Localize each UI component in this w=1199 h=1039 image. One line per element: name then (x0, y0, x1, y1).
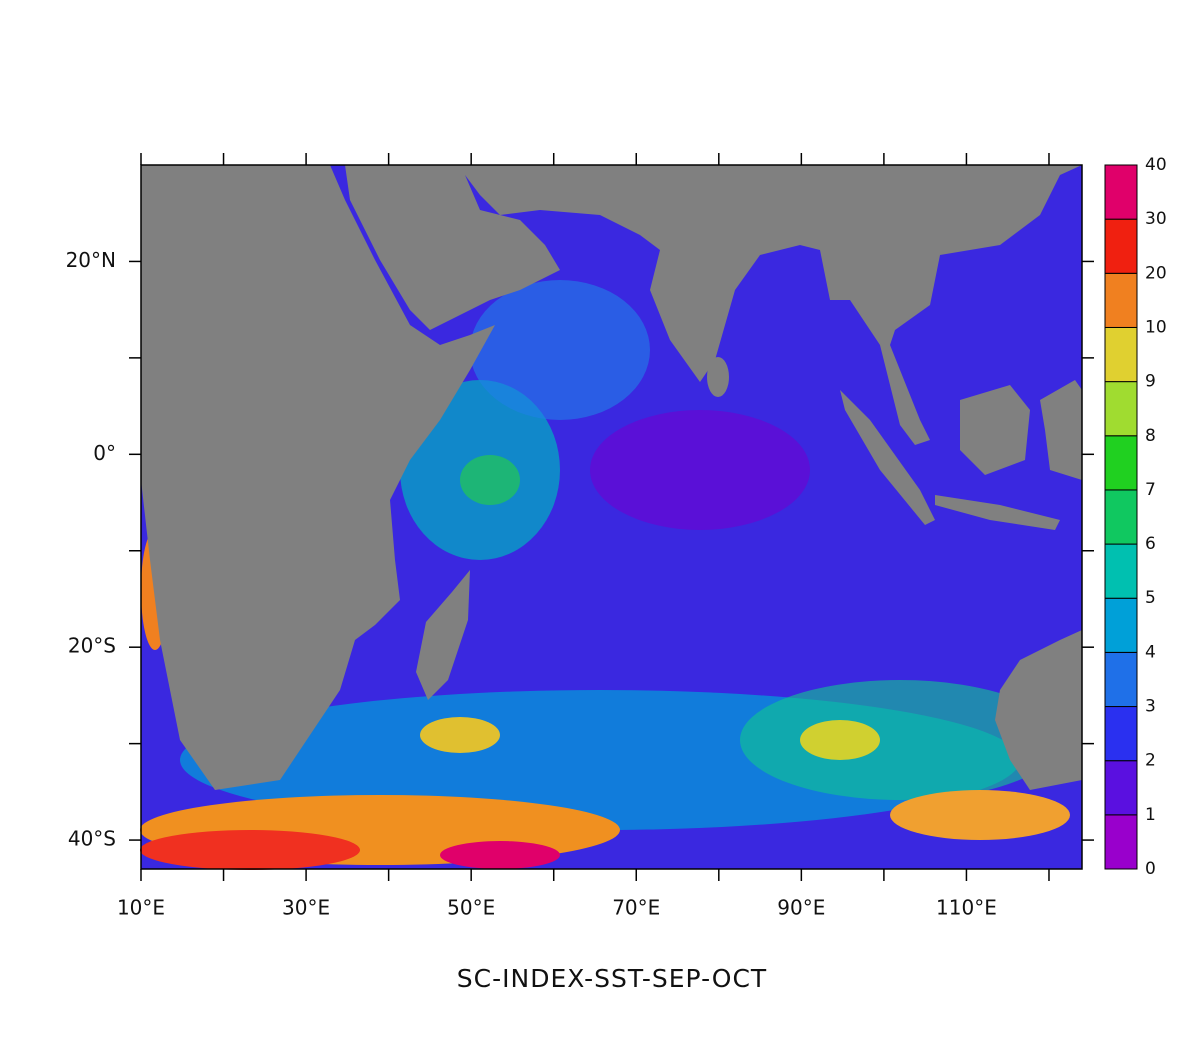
ocean-field (140, 830, 360, 870)
colorbar-label: 6 (1145, 534, 1156, 554)
x-tick-label: 90°E (777, 896, 825, 920)
y-tick-label: 20°S (68, 634, 116, 658)
colorbar-label: 2 (1145, 751, 1156, 771)
africa (141, 165, 495, 790)
colorbar-box (1104, 326, 1138, 383)
x-tick-label: 110°E (936, 896, 997, 920)
sulawesi-new-guinea (1040, 380, 1082, 480)
colorbar-label: 4 (1145, 642, 1156, 662)
madagascar (416, 570, 470, 700)
colorbar-label: 0 (1145, 859, 1156, 879)
x-tick-label: 30°E (282, 896, 330, 920)
colorbar-box (1104, 760, 1138, 816)
sri-lanka (707, 357, 729, 397)
sumatra (840, 390, 935, 525)
colorbar-box (1104, 272, 1138, 328)
colorbar-label: 3 (1145, 697, 1156, 717)
ocean-field (420, 717, 500, 753)
colorbar-label: 40 (1145, 155, 1167, 175)
plot-frame (140, 164, 1083, 870)
colorbar-label: 5 (1145, 588, 1156, 608)
colorbar-box (1104, 814, 1138, 870)
colorbar-label: 8 (1145, 426, 1156, 446)
colorbar-box (1104, 218, 1138, 274)
ocean-field (440, 841, 560, 869)
ocean-field (470, 280, 650, 420)
ocean-field (890, 790, 1070, 840)
colorbar-label: 10 (1145, 317, 1167, 337)
colorbar-label: 7 (1145, 480, 1156, 500)
colorbar-box (1104, 597, 1138, 653)
colorbar-box (1104, 651, 1138, 708)
colorbar-box (1104, 381, 1138, 437)
colorbar-label: 1 (1145, 805, 1156, 825)
ocean-field (800, 720, 880, 760)
colorbar-box (1104, 435, 1138, 491)
y-tick-label: 0° (93, 441, 116, 465)
colorbar-label: 9 (1145, 372, 1156, 392)
colorbar-box (1104, 543, 1138, 599)
ocean-field (460, 455, 520, 505)
colorbar-box (1104, 706, 1138, 762)
x-tick-label: 70°E (612, 896, 660, 920)
ocean-field (740, 680, 1060, 800)
chart-title: SC-INDEX-SST-SEP-OCT (457, 964, 767, 993)
australia (995, 630, 1082, 790)
colorbar-box (1104, 164, 1138, 220)
x-tick-label: 50°E (447, 896, 495, 920)
asia (345, 165, 1082, 445)
java (935, 495, 1060, 530)
ocean-field (590, 410, 810, 530)
colorbar-label: 30 (1145, 209, 1167, 229)
y-tick-label: 20°N (66, 248, 116, 272)
x-tick-label: 10°E (117, 896, 165, 920)
colorbar-box (1104, 489, 1138, 545)
y-tick-label: 40°S (68, 827, 116, 851)
borneo (960, 385, 1030, 475)
colorbar-label: 20 (1145, 263, 1167, 283)
land (141, 165, 1082, 790)
